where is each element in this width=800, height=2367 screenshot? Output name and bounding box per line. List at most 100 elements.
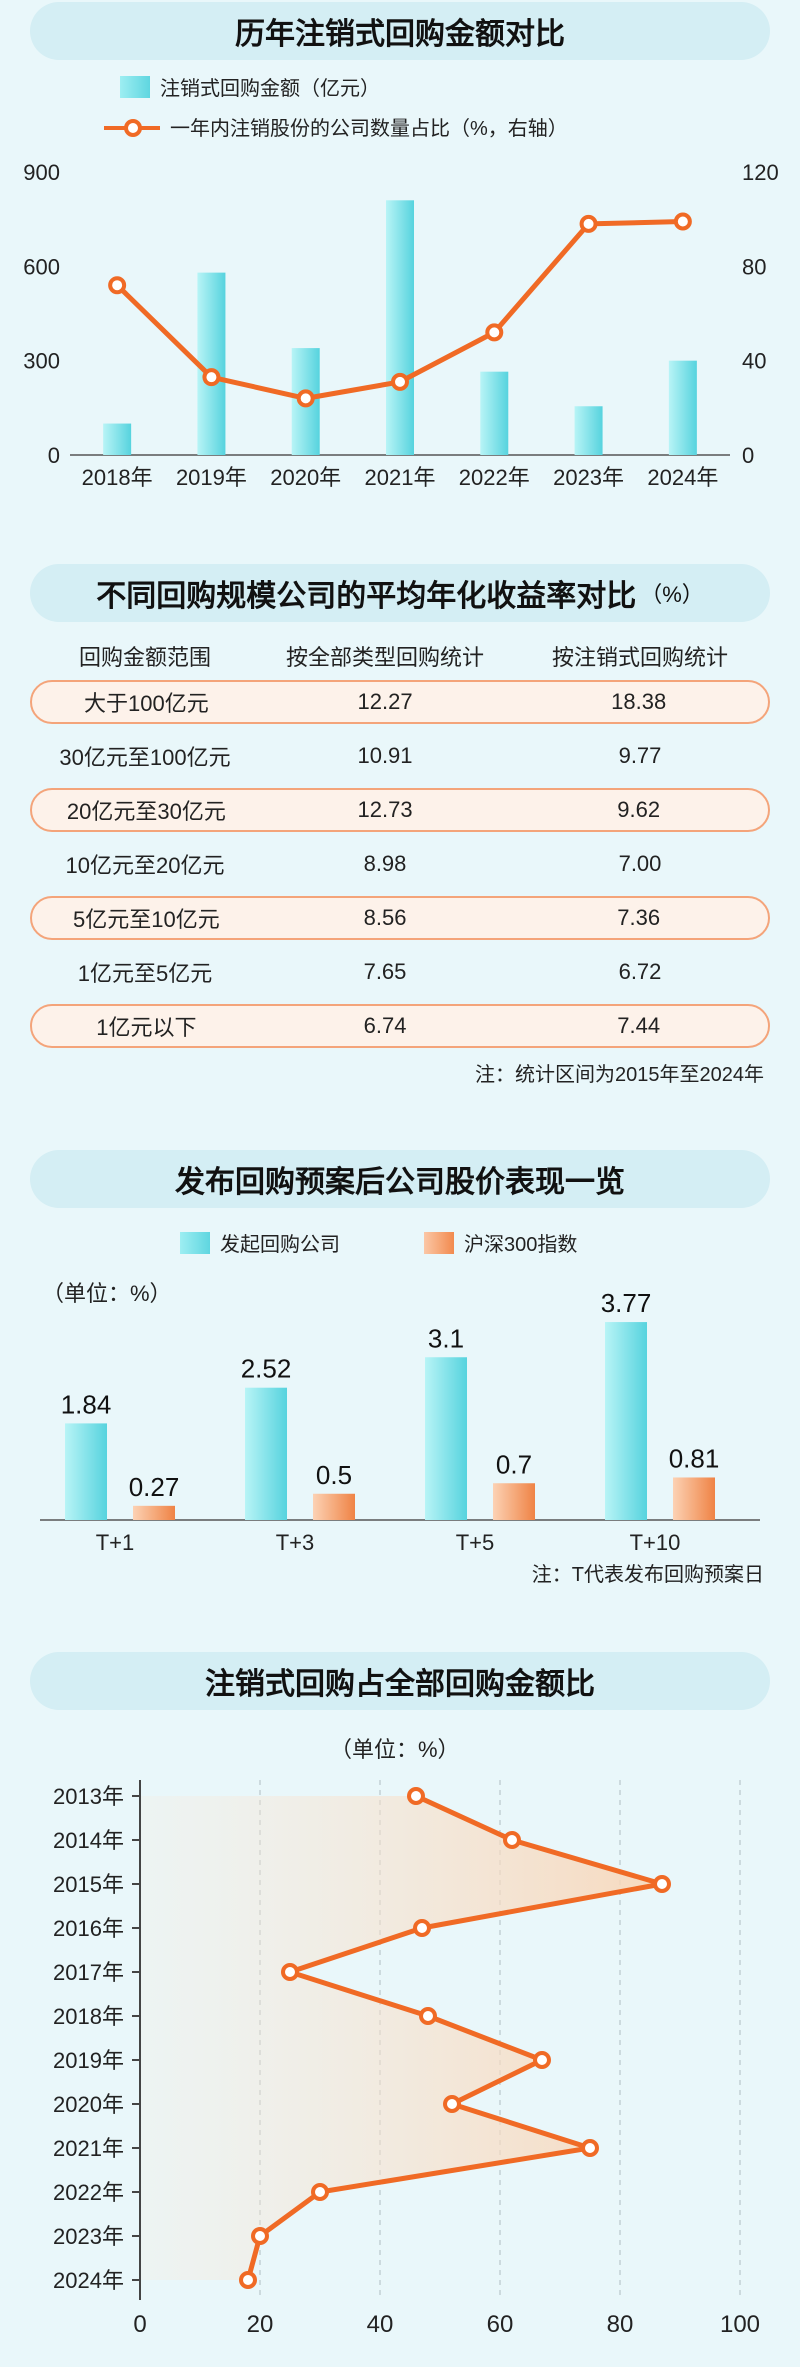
chart3-bar-company xyxy=(605,1322,647,1520)
chart4-y-tick-label: 2014年 xyxy=(53,1828,124,1853)
table-header-col2: 按全部类型回购统计 xyxy=(285,645,484,670)
chart1-line-point xyxy=(108,276,127,295)
chart3-x-tick-label: T+3 xyxy=(276,1530,315,1555)
chart1-line-point xyxy=(202,368,221,387)
chart4-x-tick-label: 20 xyxy=(247,2311,274,2338)
chart3-x-tick-label: T+1 xyxy=(96,1530,135,1555)
table-cell: 9.62 xyxy=(617,797,661,822)
table-note: 注：统计区间为2015年至2024年 xyxy=(475,1064,764,1086)
chart3-legend-a-label: 发起回购公司 xyxy=(220,1234,340,1256)
table-title: 不同回购规模公司的平均年化收益率对比 （%） xyxy=(30,564,770,622)
table-cell: 12.27 xyxy=(357,689,413,714)
table-cell: 6.72 xyxy=(618,959,662,984)
chart1-right-tick-label: 0 xyxy=(742,443,754,468)
chart3-legend-b: 沪深300指数 xyxy=(424,1228,577,1257)
chart4-title-text: 注销式回购占全部回购金额比 xyxy=(205,1668,595,1701)
chart3-bar-index xyxy=(313,1493,355,1520)
table-title-text: 不同回购规模公司的平均年化收益率对比 xyxy=(96,580,637,613)
chart1-line-point xyxy=(485,323,504,342)
table-cell: 18.38 xyxy=(611,689,667,714)
chart4-y-tick-label: 2020年 xyxy=(53,2092,124,2117)
table-row: 10亿元至20亿元 8.98 7.00 xyxy=(30,842,770,886)
chart4-line-point xyxy=(503,1831,521,1849)
chart4-y-tick-label: 2016年 xyxy=(53,1916,124,1941)
chart3-bar-company xyxy=(65,1423,107,1520)
chart3-note: 注：T代表发布回购预案日 xyxy=(531,1564,764,1586)
chart4-y-tick-label: 2013年 xyxy=(53,1784,124,1809)
chart3-bar-index-label: 0.81 xyxy=(669,1443,720,1473)
chart4-y-tick-label: 2021年 xyxy=(53,2136,124,2161)
line-marker-icon xyxy=(104,116,160,138)
table-cell: 7.65 xyxy=(363,959,407,984)
table-cell: 大于100亿元 xyxy=(84,691,209,716)
chart4-line-point xyxy=(239,2271,257,2289)
chart1-legend-bar-label: 注销式回购金额（亿元） xyxy=(160,78,380,100)
chart4-line-point xyxy=(281,1963,299,1981)
table-cell: 8.56 xyxy=(363,905,407,930)
chart4-x-tick-label: 100 xyxy=(720,2311,760,2338)
chart1-line-point xyxy=(579,214,598,233)
table-header: 回购金额范围 按全部类型回购统计 按注销式回购统计 xyxy=(30,640,770,672)
chart1-left-tick-label: 0 xyxy=(48,443,60,468)
chart3-bar-index-label: 0.27 xyxy=(129,1472,180,1502)
chart3-x-tick-label: T+5 xyxy=(456,1530,495,1555)
table-row: 大于100亿元 12.27 18.38 xyxy=(30,680,770,724)
table-row: 1亿元以下 6.74 7.44 xyxy=(30,1004,770,1048)
chart1-x-tick-label: 2020年 xyxy=(270,465,341,490)
chart1-bar xyxy=(668,360,697,455)
chart1-bar xyxy=(103,423,132,455)
chart4-line-point xyxy=(533,2051,551,2069)
chart1-bar xyxy=(574,406,603,455)
chart1-legend-line-label: 一年内注销股份的公司数量占比（%，右轴） xyxy=(170,118,568,140)
table-cell: 10.91 xyxy=(357,743,413,768)
chart3-bar-company-label: 3.77 xyxy=(601,1290,652,1318)
chart1-x-tick-label: 2019年 xyxy=(176,465,247,490)
chart1-title: 历年注销式回购金额对比 xyxy=(30,2,770,60)
table-row: 1亿元至5亿元 7.65 6.72 xyxy=(30,950,770,994)
chart4-line-point xyxy=(581,2139,599,2157)
table-cell: 7.00 xyxy=(618,851,662,876)
chart4-line-point xyxy=(311,2183,329,2201)
table-cell: 7.36 xyxy=(617,905,661,930)
chart4-line-point xyxy=(419,2007,437,2025)
chart1-x-tick-label: 2021年 xyxy=(365,465,436,490)
table-cell: 6.74 xyxy=(363,1013,407,1038)
chart4-line-point xyxy=(407,1787,425,1805)
chart4-y-tick-label: 2019年 xyxy=(53,2048,124,2073)
chart1-x-tick-label: 2022年 xyxy=(459,465,530,490)
chart4-line-point xyxy=(413,1919,431,1937)
table-cell: 8.98 xyxy=(363,851,407,876)
chart4-x-tick-label: 60 xyxy=(487,2311,514,2338)
table-cell: 1亿元以下 xyxy=(96,1015,197,1040)
chart4-x-tick-label: 80 xyxy=(607,2311,634,2338)
chart1-left-tick-label: 600 xyxy=(23,254,60,279)
chart3-legend-b-label: 沪深300指数 xyxy=(464,1234,578,1256)
chart1-bar xyxy=(386,200,414,455)
chart1-svg: 0 300 600 900 0 40 80 120 2018年 2019年 2020年 2021年 20… xyxy=(23,160,779,490)
chart3-title: 发布回购预案后公司股价表现一览 xyxy=(30,1150,770,1208)
chart4-y-tick-label: 2015年 xyxy=(53,1872,124,1897)
chart3-svg: 1.84 0.27 T+1 2.52 0.5 T+3 3.1 0.7 T+5 3.77 0.81 T+… xyxy=(40,1290,760,1555)
chart4-line xyxy=(245,1793,665,2281)
chart4-title: 注销式回购占全部回购金额比 xyxy=(30,1652,770,1710)
chart1-line-point xyxy=(673,212,692,231)
chart3-legend-a: 发起回购公司 xyxy=(180,1228,340,1257)
chart1-legend-line: 一年内注销股份的公司数量占比（%，右轴） xyxy=(104,112,568,141)
chart3-bar-index-label: 0.5 xyxy=(316,1460,352,1490)
table-row: 30亿元至100亿元 10.91 9.77 xyxy=(30,734,770,778)
chart3-bar-company-label: 2.52 xyxy=(241,1354,292,1384)
chart1-right-tick-label: 120 xyxy=(742,160,779,185)
chart4-line-point xyxy=(443,2095,461,2113)
chart1-left-tick-label: 300 xyxy=(23,349,60,374)
chart1-line-point xyxy=(296,389,315,408)
table-cell: 7.44 xyxy=(617,1013,661,1038)
table-cell: 10亿元至20亿元 xyxy=(65,853,225,878)
table-cell: 20亿元至30亿元 xyxy=(66,799,226,824)
chart3-bar-index xyxy=(493,1483,535,1520)
chart3-title-text: 发布回购预案后公司股价表现一览 xyxy=(175,1166,625,1199)
table-cell: 30亿元至100亿元 xyxy=(59,745,231,770)
table-header-col3: 按注销式回购统计 xyxy=(551,645,728,670)
chart4-y-tick-label: 2017年 xyxy=(53,1960,124,1985)
chart1-bar xyxy=(197,272,226,455)
table-row: 20亿元至30亿元 12.73 9.62 xyxy=(30,788,770,832)
